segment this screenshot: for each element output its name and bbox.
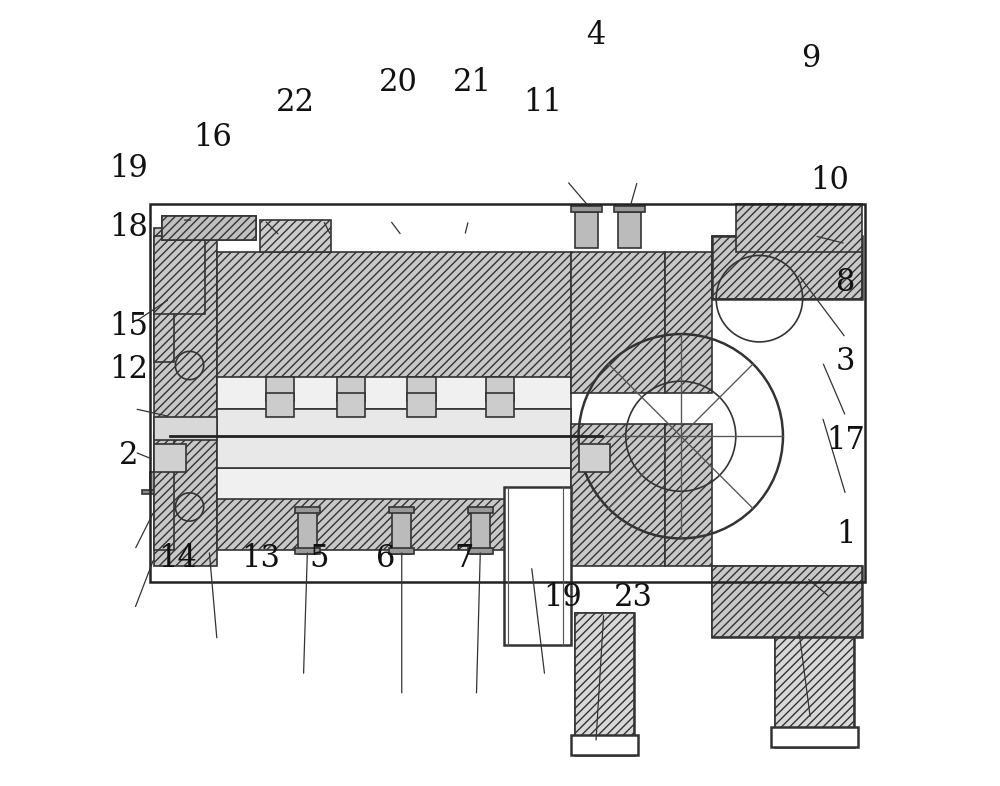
Bar bbox=[337, 377, 365, 401]
FancyBboxPatch shape bbox=[712, 236, 862, 299]
FancyBboxPatch shape bbox=[154, 259, 174, 362]
Bar bbox=[583, 731, 626, 747]
Text: 17: 17 bbox=[826, 424, 865, 456]
Text: 7: 7 bbox=[455, 542, 474, 574]
Bar bbox=[154, 444, 186, 472]
Bar bbox=[392, 511, 411, 554]
Text: 8: 8 bbox=[836, 267, 856, 299]
FancyBboxPatch shape bbox=[217, 252, 571, 393]
FancyBboxPatch shape bbox=[575, 613, 634, 739]
Bar bbox=[150, 472, 162, 491]
Text: 18: 18 bbox=[110, 212, 148, 244]
Bar bbox=[468, 507, 493, 513]
Text: 20: 20 bbox=[378, 67, 417, 98]
Bar bbox=[571, 206, 602, 212]
Bar bbox=[775, 605, 854, 747]
Text: 10: 10 bbox=[811, 165, 850, 196]
Text: 11: 11 bbox=[524, 86, 563, 118]
Text: 2: 2 bbox=[119, 440, 139, 472]
Bar bbox=[468, 548, 493, 554]
Text: 13: 13 bbox=[241, 542, 280, 574]
Bar bbox=[486, 393, 514, 417]
FancyBboxPatch shape bbox=[154, 236, 205, 314]
FancyBboxPatch shape bbox=[162, 216, 256, 240]
Bar bbox=[217, 468, 571, 499]
Text: 23: 23 bbox=[614, 582, 653, 613]
FancyBboxPatch shape bbox=[571, 424, 665, 566]
FancyBboxPatch shape bbox=[154, 228, 217, 566]
Bar bbox=[389, 507, 414, 513]
Bar bbox=[575, 212, 598, 248]
Bar bbox=[154, 417, 217, 440]
FancyBboxPatch shape bbox=[571, 252, 665, 393]
Bar bbox=[217, 409, 571, 468]
FancyBboxPatch shape bbox=[775, 621, 854, 731]
Bar bbox=[295, 548, 320, 554]
Text: 15: 15 bbox=[110, 310, 149, 342]
Bar bbox=[150, 204, 865, 582]
Bar bbox=[162, 216, 256, 240]
Text: 1: 1 bbox=[836, 519, 856, 550]
Bar bbox=[217, 377, 571, 409]
Text: 9: 9 bbox=[801, 43, 820, 75]
FancyBboxPatch shape bbox=[736, 204, 862, 252]
Text: 6: 6 bbox=[376, 542, 396, 574]
Text: 19: 19 bbox=[110, 153, 148, 185]
Text: 12: 12 bbox=[110, 354, 149, 385]
FancyBboxPatch shape bbox=[665, 252, 712, 393]
FancyBboxPatch shape bbox=[260, 220, 331, 252]
Bar bbox=[575, 613, 634, 755]
Bar bbox=[771, 727, 858, 747]
Text: 21: 21 bbox=[453, 67, 492, 98]
Text: 22: 22 bbox=[276, 86, 315, 118]
Bar bbox=[486, 377, 514, 401]
Bar bbox=[266, 393, 294, 417]
Bar bbox=[614, 206, 645, 212]
Bar bbox=[712, 236, 862, 299]
Bar bbox=[266, 377, 294, 401]
FancyBboxPatch shape bbox=[154, 432, 174, 550]
Bar bbox=[504, 487, 571, 645]
Bar bbox=[298, 511, 317, 554]
Text: 16: 16 bbox=[194, 122, 233, 153]
Bar bbox=[407, 377, 436, 401]
Bar bbox=[295, 507, 320, 513]
Bar bbox=[571, 735, 638, 755]
Bar bbox=[407, 393, 436, 417]
Bar bbox=[471, 511, 490, 554]
Bar bbox=[780, 723, 849, 739]
Text: 19: 19 bbox=[544, 582, 582, 613]
Bar bbox=[579, 444, 610, 472]
Bar bbox=[712, 566, 862, 637]
FancyBboxPatch shape bbox=[665, 424, 712, 566]
Bar bbox=[389, 548, 414, 554]
Text: 3: 3 bbox=[836, 346, 856, 377]
Text: 4: 4 bbox=[586, 20, 606, 51]
Bar bbox=[618, 212, 641, 248]
Text: 14: 14 bbox=[158, 542, 197, 574]
Bar bbox=[337, 393, 365, 417]
Text: 5: 5 bbox=[309, 542, 329, 574]
Bar bbox=[142, 490, 162, 494]
FancyBboxPatch shape bbox=[217, 409, 571, 550]
FancyBboxPatch shape bbox=[712, 566, 862, 637]
